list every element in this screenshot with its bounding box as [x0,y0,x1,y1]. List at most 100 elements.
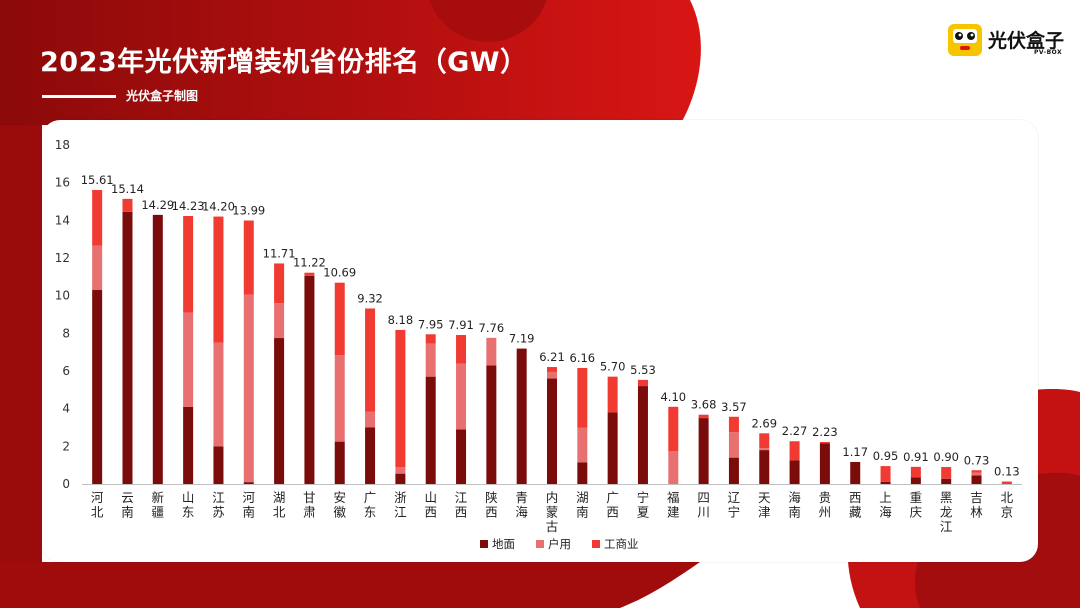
bar-segment [789,460,800,484]
bar-segment [607,412,618,484]
x-tick-label: 广西 [606,490,619,520]
bar-segment [213,446,224,484]
bar-segment [456,363,467,430]
data-label: 10.69 [323,266,356,280]
bar-segment [425,376,436,484]
bar-segment [1001,481,1012,484]
title-underline [42,95,116,98]
bar-segment [486,337,497,366]
bar-segment [456,335,467,364]
x-tick-label: 贵州 [819,490,832,520]
brand-logo: 光伏盒子 PV-BOX [948,24,1076,60]
bar-segment [698,418,709,484]
bar-segment [516,348,527,484]
bar-segment [910,477,921,484]
data-label: 14.23 [172,199,205,213]
bar-segment [668,406,679,452]
bar-segment [334,441,345,484]
bar-segment [243,294,254,483]
y-tick-label: 8 [62,326,70,340]
bar-segment [304,272,315,276]
y-tick-label: 4 [62,402,70,416]
y-tick-label: 2 [62,439,70,453]
y-tick-label: 16 [55,176,70,190]
bar-segment [122,211,133,484]
page-title: 2023年光伏新增装机省份排名（GW） [40,47,528,78]
x-tick-label: 上海 [879,490,892,520]
bar-segment [243,482,254,484]
bar-segment [395,473,406,484]
logo-subtext: PV-BOX [1034,49,1063,56]
bar-segment [728,457,739,484]
x-tick-label: 甘肃 [303,490,316,520]
y-tick-label: 6 [62,364,70,378]
data-label: 5.53 [630,363,656,377]
data-label: 9.32 [357,291,383,305]
x-tick-label: 辽宁 [728,490,741,520]
bar-segment [971,472,982,476]
bar-segment [789,441,800,461]
data-label: 7.95 [418,317,444,331]
data-label: 3.57 [721,400,747,414]
bar-segment [759,433,770,449]
y-tick-label: 14 [55,213,70,227]
data-label: 0.73 [964,453,990,467]
bar-segment [971,475,982,484]
bar-segment [183,216,194,313]
bar-segment [971,470,982,473]
bar-segment [425,343,436,377]
data-label: 7.19 [509,332,535,346]
bar-segment [334,282,345,355]
x-tick-label: 陕西 [485,490,498,520]
chart-source-label: 光伏盒子制图 [126,89,199,103]
stacked-bar-chart: 0 2 4 6 8 10 12 14 16 18 15.61 河北 15.14 云南 14.29 新疆 14.2… [55,138,1022,551]
data-label: 6.16 [570,351,596,365]
bar-segment [637,379,648,387]
data-label: 4.10 [660,390,686,404]
x-tick-label: 吉林 [970,490,983,520]
data-label: 11.71 [263,246,296,260]
x-tick-label: 福建 [667,490,680,520]
data-label: 0.95 [873,449,899,463]
bar-segment [607,376,618,413]
bar-segment [183,406,194,484]
bar-segment [577,367,588,428]
x-tick-label: 四川 [697,490,710,520]
data-label: 0.91 [903,450,929,464]
x-tick-label: 云南 [121,490,134,520]
y-tick-label: 10 [55,289,70,303]
data-label: 14.29 [141,198,174,212]
bar-segment [122,198,133,212]
data-label: 5.70 [600,360,626,374]
data-label: 15.14 [111,182,144,196]
bar-segment [547,371,557,379]
legend-label: 地面 [492,537,515,551]
x-tick-label: 青海 [515,490,528,520]
data-label: 2.69 [751,416,777,430]
x-tick-label: 西藏 [849,490,862,520]
bar-segment [395,467,406,474]
data-label: 11.22 [293,256,326,270]
bar-segment [152,214,163,484]
bar-segment [577,427,588,463]
bar-segment [395,329,406,468]
bar-segment [547,378,557,484]
x-tick-label: 浙江 [394,490,407,520]
x-tick-label: 黑龙江 [940,490,953,534]
data-label: 15.61 [81,173,114,187]
bar-segment [456,429,467,484]
x-tick-label: 山西 [424,490,437,520]
bar-segment [819,443,830,484]
mascot-icon [948,24,982,56]
logo-text: 光伏盒子 [988,30,1065,52]
bar-segment [365,411,376,428]
bar-segment [365,427,376,484]
bar-segment [759,448,770,451]
bar-segment [92,245,103,291]
bar-segment [880,481,891,484]
y-tick-label: 0 [62,477,70,491]
x-tick-label: 新疆 [152,490,165,520]
x-tick-label: 海南 [788,490,801,520]
x-tick-label: 山东 [182,490,195,520]
bar-segment [304,275,315,484]
